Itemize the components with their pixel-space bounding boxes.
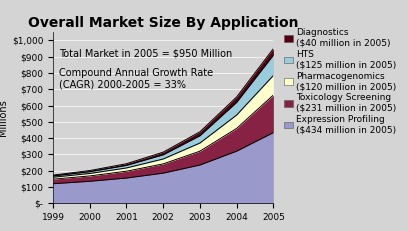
Legend: Diagnostics
($40 million in 2005), HTS
($125 million in 2005), Pharmacogenomics
: Diagnostics ($40 million in 2005), HTS (… — [284, 28, 397, 134]
Text: Compound Annual Growth Rate
(CAGR) 2000-2005 = 33%: Compound Annual Growth Rate (CAGR) 2000-… — [58, 68, 213, 90]
Text: Total Market in 2005 = $950 Million: Total Market in 2005 = $950 Million — [58, 49, 232, 59]
Title: Overall Market Size By Application: Overall Market Size By Application — [28, 16, 298, 30]
Y-axis label: Millions: Millions — [0, 99, 8, 136]
